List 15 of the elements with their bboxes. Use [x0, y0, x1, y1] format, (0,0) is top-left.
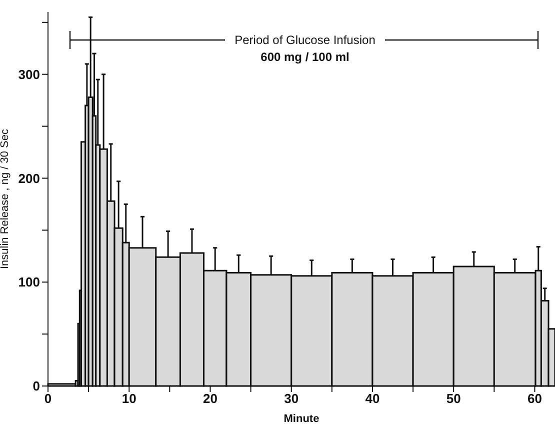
x-tick-label: 0: [44, 391, 52, 406]
y-tick-label: 0: [32, 378, 40, 394]
x-tick-label: 20: [203, 391, 218, 406]
x-tick-label: 40: [365, 391, 380, 406]
y-axis-title: Insulin Release , ng / 30 Sec: [0, 128, 11, 270]
x-axis-title: Minute: [284, 413, 320, 425]
y-tick-label: 300: [18, 66, 40, 82]
annotation: Period of Glucose Infusion: [234, 33, 376, 47]
x-tick-label: 50: [446, 391, 461, 406]
x-tick-label: 30: [284, 391, 299, 406]
x-tick-label: 60: [527, 391, 542, 406]
x-tick-label: 10: [122, 391, 136, 406]
annotation: 600 mg / 100 ml: [260, 50, 350, 64]
y-tick-label: 200: [18, 170, 40, 186]
y-tick-label: 100: [18, 274, 40, 290]
